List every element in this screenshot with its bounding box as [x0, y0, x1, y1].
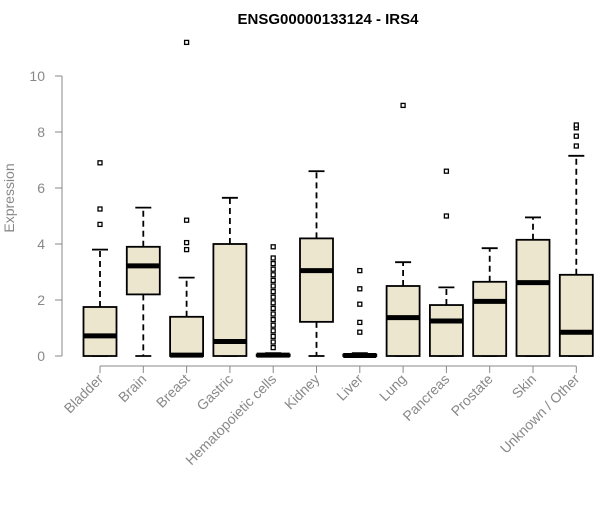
- box-iqr: [428, 304, 464, 357]
- y-tick-label: 6: [37, 180, 45, 196]
- box-iqr: [125, 245, 161, 296]
- outlier-point: [357, 329, 363, 335]
- outlier-point: [270, 305, 276, 312]
- box-iqr: [472, 280, 508, 357]
- x-tick-label: Unknown / Other: [497, 371, 583, 457]
- outlier-point: [270, 333, 276, 340]
- chart-title: ENSG00000133124 - IRS4: [238, 11, 420, 28]
- outlier-point: [270, 311, 276, 317]
- outlier-point: [270, 277, 276, 284]
- outlier-point: [183, 217, 190, 223]
- outlier-point: [270, 288, 276, 295]
- y-axis-label: Expression: [1, 163, 17, 232]
- x-tick-label: Pancreas: [399, 371, 452, 424]
- outlier-point: [357, 286, 363, 292]
- box-group: [255, 244, 291, 358]
- x-tick-label: Gastric: [193, 371, 236, 414]
- box-group: [342, 267, 378, 358]
- box-iqr: [299, 237, 334, 323]
- outlier-point: [270, 255, 276, 261]
- outlier-point: [97, 221, 103, 228]
- outlier-point: [443, 213, 450, 219]
- box-iqr: [515, 238, 551, 357]
- box-iqr: [82, 306, 118, 357]
- outlier-point: [270, 344, 276, 351]
- box-group: [82, 160, 118, 357]
- outlier-point: [270, 294, 276, 300]
- outlier-point: [183, 39, 190, 46]
- outlier-point: [183, 246, 190, 253]
- x-tick-label: Skin: [509, 371, 540, 402]
- boxes-layer: [82, 39, 594, 358]
- axes-layer: 0 2 4 6 8 10: [29, 68, 577, 373]
- outlier-point: [400, 102, 406, 109]
- y-tick-label: 0: [37, 348, 45, 364]
- box-iqr: [385, 285, 421, 357]
- box-group: [169, 39, 205, 358]
- outlier-point: [270, 322, 276, 328]
- y-tick-label: 8: [37, 124, 45, 140]
- outlier-point: [270, 339, 276, 345]
- outlier-point: [270, 244, 276, 250]
- outlier-point: [270, 272, 276, 278]
- box-group: [385, 102, 421, 357]
- outlier-point: [183, 239, 190, 246]
- box-group: [558, 122, 594, 357]
- outlier-point: [270, 300, 276, 306]
- x-tick-label: Kidney: [281, 371, 323, 413]
- outlier-point: [573, 143, 579, 149]
- outlier-point: [270, 283, 276, 289]
- outlier-point: [357, 301, 363, 307]
- x-tick-label: Prostate: [448, 371, 496, 419]
- box-group: [299, 170, 334, 357]
- box-group: [515, 216, 551, 357]
- box-iqr: [169, 315, 205, 357]
- y-tick-label: 2: [37, 292, 45, 308]
- box-group: [212, 196, 248, 357]
- outlier-point: [357, 319, 363, 326]
- x-tick-label: Liver: [333, 371, 366, 404]
- box-group: [125, 206, 161, 357]
- outlier-point: [270, 316, 276, 323]
- outlier-point: [573, 133, 579, 139]
- outlier-point: [357, 267, 363, 274]
- outlier-point: [270, 266, 276, 272]
- x-tick-label: Bladder: [61, 371, 107, 417]
- box-group: [472, 247, 508, 357]
- box-iqr: [558, 273, 594, 357]
- outlier-point: [97, 206, 103, 212]
- outlier-point: [443, 168, 450, 174]
- x-tick-label: Lung: [376, 371, 409, 404]
- outlier-point: [573, 122, 579, 128]
- x-tick-label: Breast: [153, 371, 193, 411]
- x-tick-label: Brain: [115, 371, 149, 405]
- y-tick-label: 4: [37, 236, 45, 252]
- box-group: [428, 168, 464, 357]
- y-tick-label: 10: [29, 68, 45, 84]
- box-iqr: [212, 243, 248, 357]
- outlier-point: [270, 328, 276, 334]
- outlier-point: [97, 160, 103, 166]
- outlier-point: [270, 260, 276, 267]
